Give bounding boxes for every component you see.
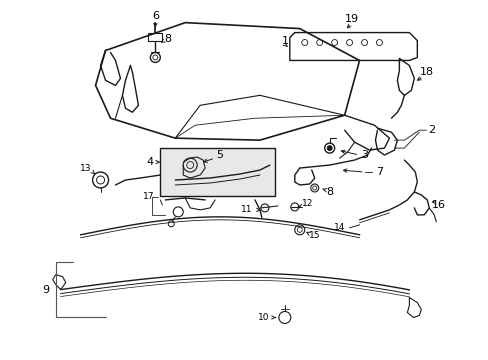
Text: 2: 2 [427, 125, 434, 135]
Text: 6: 6 [152, 11, 159, 21]
Circle shape [297, 227, 302, 232]
Text: 5: 5 [216, 150, 223, 160]
Text: 3: 3 [360, 150, 367, 160]
Text: 17: 17 [142, 193, 154, 202]
Text: 12: 12 [302, 199, 313, 208]
Text: 10: 10 [258, 313, 269, 322]
Bar [148, 32, 162, 41]
Text: 16: 16 [431, 200, 446, 210]
Text: 7: 7 [375, 167, 382, 177]
Text: 14: 14 [333, 223, 345, 232]
Text: 9: 9 [42, 284, 49, 294]
Text: 19: 19 [344, 14, 358, 24]
Text: 1: 1 [281, 36, 288, 46]
Text: 15: 15 [308, 231, 320, 240]
Text: 18: 18 [419, 67, 433, 77]
Text: 11: 11 [241, 206, 252, 215]
Text: 8: 8 [164, 33, 171, 44]
Text: 8: 8 [325, 187, 332, 197]
Circle shape [326, 146, 331, 150]
Text: 4: 4 [146, 157, 154, 167]
Text: 13: 13 [80, 163, 91, 172]
Bar [160, 148, 274, 196]
